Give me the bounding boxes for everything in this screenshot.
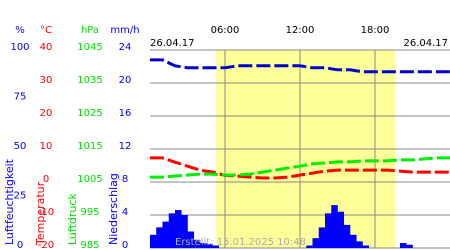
precip-bar: [212, 245, 220, 248]
footer: Erstellt: 15.01.2025 10:48: [175, 237, 306, 248]
precip-bar: [168, 213, 176, 248]
precip-bar: [343, 224, 351, 248]
y-tick-label: 12: [119, 141, 132, 152]
axis-title: Luftfeuchtigkeit: [3, 158, 16, 245]
axis-title: Temperatur: [34, 181, 47, 246]
precip-bar: [206, 243, 213, 248]
y-tick-label: 4: [122, 207, 128, 218]
precip-bar: [150, 234, 157, 248]
axis-unit: mm/h: [110, 25, 139, 36]
precip-bar: [187, 231, 195, 248]
y-tick-label: 1025: [77, 108, 102, 119]
y-tick-label: 1035: [77, 75, 102, 86]
start-date: 26.04.17: [150, 38, 195, 49]
y-tick-label: 50: [14, 141, 27, 152]
y-tick-label: 75: [14, 92, 27, 103]
y-tick-label: 10: [40, 141, 53, 152]
y-tick-label: -20: [38, 240, 54, 250]
precip-bar: [193, 239, 201, 248]
y-tick-label: 8: [122, 174, 128, 185]
axis-unit: hPa: [81, 25, 99, 36]
axis-title: Luftdruck: [66, 193, 79, 245]
y-tick-label: 1045: [77, 42, 102, 53]
axis-unit: %: [15, 25, 25, 36]
precip-bar: [356, 241, 363, 248]
y-tick-label: 0: [43, 174, 49, 185]
y-tick-label: 25: [14, 191, 27, 202]
axis-unit: °C: [40, 25, 52, 36]
series-line: [150, 58, 450, 74]
x-tick-label: 12:00: [286, 25, 315, 36]
precip-bar: [156, 227, 163, 248]
precip-bar: [318, 227, 326, 248]
y-tick-label: 30: [40, 75, 53, 86]
precip-bar: [400, 243, 407, 248]
precip-bar: [325, 213, 332, 248]
y-tick-label: 24: [119, 42, 132, 53]
y-tick-label: 0: [122, 240, 128, 250]
precip-bar: [362, 245, 370, 248]
precip-bar: [175, 210, 182, 248]
precip-bar: [200, 243, 207, 248]
y-tick-label: 16: [119, 108, 132, 119]
y-tick-label: 995: [80, 207, 99, 218]
precip-bar: [331, 205, 338, 248]
y-tick-label: 20: [119, 75, 132, 86]
series-line: [150, 156, 450, 179]
series-line: [150, 156, 450, 180]
y-tick-label: 0: [17, 240, 23, 250]
y-tick-label: 985: [80, 240, 99, 250]
precip-bar: [181, 215, 188, 248]
end-date: 26.04.17: [403, 38, 448, 49]
precip-bar: [350, 234, 357, 248]
y-tick-label: 40: [40, 42, 53, 53]
axis-title: Niederschlag: [107, 173, 120, 245]
precip-bar: [312, 238, 320, 248]
y-tick-label: 100: [10, 42, 29, 53]
x-tick-label: 18:00: [361, 25, 390, 36]
y-tick-label: -10: [38, 207, 54, 218]
y-tick-label: 1005: [77, 174, 102, 185]
y-tick-label: 20: [40, 108, 53, 119]
precip-bar: [162, 221, 170, 248]
precip-bar: [406, 244, 413, 248]
precip-bar: [306, 245, 313, 248]
y-tick-label: 1015: [77, 141, 102, 152]
x-tick-label: 06:00: [211, 25, 240, 36]
precip-bar: [337, 211, 345, 248]
